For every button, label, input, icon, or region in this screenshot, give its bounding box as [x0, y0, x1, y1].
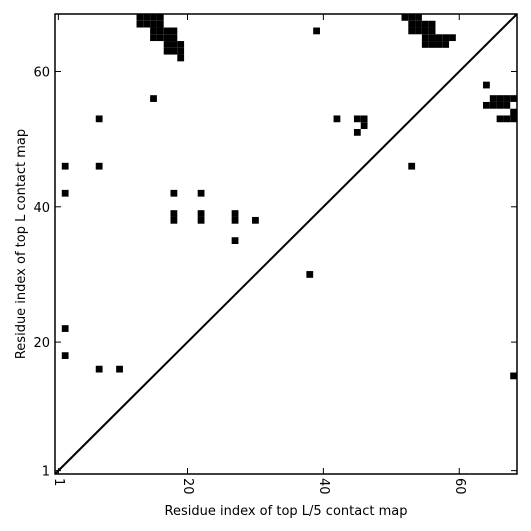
y-tick-label: 20	[33, 336, 50, 351]
contact-cell-lower	[408, 27, 416, 35]
contact-cell-upper	[150, 34, 157, 42]
contact-cell-upper	[231, 210, 239, 217]
contact-cell-upper	[163, 27, 171, 35]
contact-cell-upper	[170, 210, 178, 217]
contact-cell-upper	[170, 189, 178, 197]
contact-cell-upper	[61, 189, 69, 197]
contact-cell-lower	[408, 14, 416, 21]
x-tick-label: 20	[180, 478, 195, 495]
contact-cell-lower	[428, 20, 436, 28]
contact-cell-upper	[231, 237, 239, 244]
contact-cell-upper	[150, 27, 157, 35]
contact-cell-upper	[143, 20, 151, 28]
contact-cell-lower	[510, 108, 517, 116]
contact-cell-lower	[333, 115, 341, 123]
contact-cell-lower	[435, 41, 443, 48]
x-tick-label: 60	[452, 478, 467, 495]
y-tick-label: 60	[33, 66, 50, 81]
contact-cell-upper	[170, 34, 178, 42]
contact-cell-upper	[61, 352, 69, 359]
contact-cell-lower	[483, 81, 490, 89]
contact-cell-lower	[421, 20, 429, 28]
contact-cell-upper	[231, 216, 239, 224]
contact-cell-lower	[496, 95, 504, 102]
contact-cell-lower	[360, 115, 368, 123]
contact-cell-upper	[150, 95, 157, 102]
contact-cell-lower	[510, 372, 517, 380]
contact-cell-lower	[510, 95, 517, 102]
contact-cell-upper	[61, 162, 69, 170]
contact-cell-upper	[163, 47, 171, 55]
contact-cell-lower	[401, 14, 409, 21]
contact-cell-lower	[489, 101, 497, 109]
x-tick-label: 40	[316, 478, 331, 495]
plot-frame	[54, 13, 518, 475]
contact-cell-upper	[163, 34, 171, 42]
contact-cell-lower	[503, 101, 511, 109]
contact-cell-upper	[143, 14, 151, 21]
contact-cell-lower	[353, 129, 361, 136]
contact-cell-upper	[177, 41, 185, 48]
contact-cell-upper	[170, 216, 178, 224]
contact-cell-lower	[489, 95, 497, 102]
axis-ticks: 1 20 40 60 1 20 40 60	[33, 14, 517, 495]
x-tick-label: 1	[51, 478, 66, 486]
contact-cell-upper	[116, 365, 123, 373]
contact-cell-lower	[421, 41, 429, 48]
contact-cell-upper	[156, 20, 164, 28]
contact-cells	[61, 14, 517, 380]
contact-cell-upper	[197, 189, 205, 197]
contact-cell-lower	[496, 115, 504, 123]
contact-cell-lower	[510, 115, 517, 123]
contact-cell-upper	[306, 271, 314, 278]
contact-cell-upper	[170, 41, 178, 48]
y-tick-label: 1	[42, 465, 50, 480]
contact-cell-upper	[197, 216, 205, 224]
contact-cell-lower	[415, 20, 422, 28]
contact-cell-upper	[150, 14, 157, 21]
contact-cell-lower	[360, 122, 368, 129]
contact-cell-upper	[61, 325, 69, 332]
contact-cell-lower	[442, 34, 450, 42]
contact-cell-lower	[449, 34, 456, 42]
contact-cell-lower	[496, 101, 504, 109]
contact-cell-upper	[177, 54, 185, 62]
contact-cell-lower	[408, 162, 416, 170]
contact-cell-upper	[252, 216, 259, 224]
contact-cell-lower	[428, 34, 436, 42]
contact-cell-upper	[95, 115, 103, 123]
contact-cell-upper	[95, 365, 103, 373]
contact-cell-upper	[136, 14, 144, 21]
contact-cell-lower	[503, 95, 511, 102]
contact-cell-lower	[421, 34, 429, 42]
contact-cell-upper	[163, 41, 171, 48]
contact-cell-lower	[415, 27, 422, 35]
contact-cell-upper	[156, 14, 164, 21]
contact-cell-lower	[353, 115, 361, 123]
contact-cell-upper	[95, 162, 103, 170]
contact-cell-lower	[408, 20, 416, 28]
contact-cell-upper	[136, 20, 144, 28]
contact-cell-upper	[197, 210, 205, 217]
contact-cell-upper	[170, 47, 178, 55]
contact-cell-lower	[435, 34, 443, 42]
contact-cell-lower	[442, 41, 450, 48]
contact-cell-upper	[156, 27, 164, 35]
contact-cell-upper	[150, 20, 157, 28]
contact-cell-upper	[156, 34, 164, 42]
contact-cell-upper	[313, 27, 320, 35]
x-axis-title: Residue index of top L/5 contact map	[165, 504, 408, 519]
y-tick-label: 40	[33, 201, 50, 216]
y-axis-title: Residue index of top L contact map	[14, 129, 29, 359]
contact-cell-lower	[428, 41, 436, 48]
contact-cell-upper	[177, 47, 185, 55]
contact-cell-lower	[483, 101, 490, 109]
contact-cell-lower	[503, 115, 511, 123]
contact-cell-lower	[428, 27, 436, 35]
diagonal-line	[54, 13, 518, 475]
contact-cell-lower	[415, 14, 422, 21]
contact-cell-lower	[421, 27, 429, 35]
contact-cell-upper	[170, 27, 178, 35]
